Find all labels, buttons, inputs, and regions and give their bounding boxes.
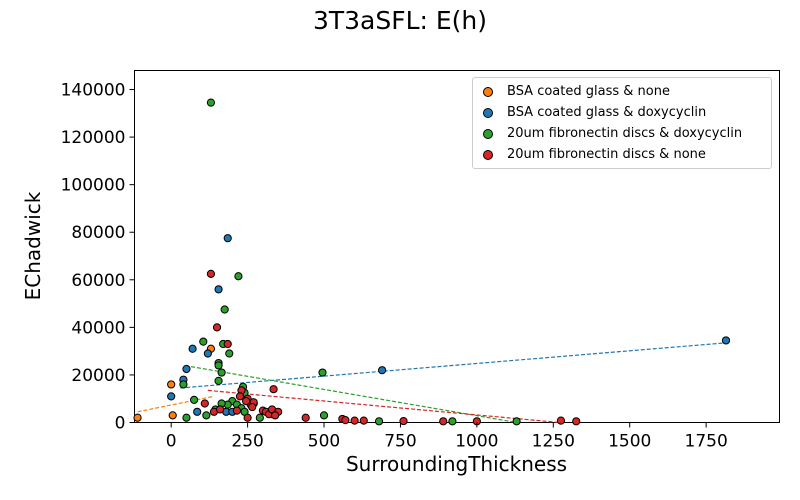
fit-lines — [137, 342, 727, 424]
y-axis-ticks: 0 20000 40000 60000 80000 100000 120000 140000 — [61, 81, 135, 434]
data-point-series-1 — [203, 349, 212, 358]
data-point-series-2 — [318, 368, 327, 377]
y-tick-label: 60000 — [71, 271, 125, 291]
x-tick-label: 1750 — [685, 432, 728, 452]
data-point-series-2 — [512, 417, 521, 426]
legend-item: BSA coated glass & doxycyclin — [483, 102, 763, 123]
legend-marker — [483, 128, 493, 139]
data-point-series-2 — [190, 395, 199, 405]
legend-item: 20um fibronectin discs & doxycyclin — [483, 123, 763, 144]
data-point-series-2 — [199, 337, 208, 346]
data-point-series-1 — [214, 285, 223, 294]
data-point-series-3 — [350, 416, 359, 425]
data-point-series-2 — [374, 417, 384, 426]
data-point-series-1 — [193, 407, 202, 416]
data-point-series-3 — [359, 416, 368, 425]
data-point-series-2 — [225, 349, 234, 358]
data-point-series-2 — [182, 413, 191, 422]
y-tick-label: 140000 — [61, 81, 126, 101]
data-point-series-3 — [232, 406, 242, 415]
x-tick-label: 0 — [166, 432, 177, 452]
data-point-series-3 — [235, 392, 245, 401]
data-point-series-0 — [133, 413, 142, 422]
x-axis-ticks: 0 250 500 750 1000 1250 1500 1750 — [166, 422, 728, 452]
data-points — [133, 98, 731, 426]
fit-line-series-0 — [137, 395, 215, 413]
data-point-series-1 — [188, 344, 197, 353]
data-point-series-3 — [223, 339, 232, 349]
y-tick-label: 40000 — [71, 318, 125, 338]
legend-label: 20um fibronectin discs & none — [507, 147, 706, 162]
legend-label: BSA coated glass & none — [507, 84, 670, 99]
data-point-series-1 — [721, 336, 731, 345]
data-point-series-3 — [200, 399, 209, 408]
data-point-series-2 — [214, 376, 223, 385]
y-tick-label: 20000 — [71, 366, 125, 386]
data-point-series-2 — [448, 417, 457, 426]
y-tick-label: 120000 — [61, 128, 126, 148]
legend-item: BSA coated glass & none — [483, 81, 763, 102]
data-point-series-3 — [399, 416, 408, 426]
data-point-series-2 — [214, 361, 223, 370]
x-tick-label: 750 — [384, 432, 416, 452]
y-tick-label: 100000 — [61, 176, 126, 196]
x-axis-label: SurroundingThickness — [345, 452, 568, 476]
legend-marker — [483, 107, 493, 118]
data-point-series-1 — [223, 234, 232, 243]
x-tick-label: 1000 — [455, 432, 498, 452]
data-point-series-1 — [167, 392, 176, 401]
chart-title: 3T3aSFL: E(h) — [312, 6, 488, 35]
data-point-series-2 — [217, 368, 226, 377]
y-tick-label: 80000 — [71, 223, 125, 243]
data-point-series-3 — [271, 411, 280, 420]
data-point-series-3 — [301, 413, 310, 422]
data-point-series-3 — [212, 323, 222, 332]
data-point-series-3 — [572, 417, 581, 426]
y-tick-label: 0 — [115, 414, 126, 434]
legend-marker — [483, 86, 493, 97]
data-point-series-2 — [206, 98, 216, 107]
data-point-series-3 — [341, 416, 350, 425]
data-point-series-2 — [202, 411, 211, 420]
data-point-series-0 — [168, 411, 177, 420]
data-point-series-2 — [319, 411, 329, 420]
data-point-series-1 — [378, 366, 387, 375]
data-point-series-1 — [182, 364, 191, 374]
data-point-series-2 — [234, 272, 243, 281]
data-point-series-2 — [179, 380, 188, 389]
fit-line-series-3 — [207, 389, 560, 424]
data-point-series-3 — [206, 269, 216, 278]
data-point-series-3 — [241, 396, 251, 406]
data-point-series-2 — [255, 413, 264, 422]
x-tick-label: 500 — [308, 432, 340, 452]
legend-label: 20um fibronectin discs & doxycyclin — [507, 126, 743, 141]
data-point-series-3 — [556, 416, 566, 425]
legend-item: 20um fibronectin discs & none — [483, 144, 763, 165]
legend-marker — [483, 149, 493, 160]
data-point-series-3 — [248, 402, 257, 412]
x-tick-label: 1500 — [608, 432, 651, 452]
legend-label: BSA coated glass & doxycyclin — [507, 105, 707, 120]
x-tick-label: 1250 — [532, 432, 575, 452]
y-axis-label: EChadwick — [21, 191, 45, 301]
legend: BSA coated glass & none BSA coated glass … — [472, 77, 772, 169]
data-point-series-2 — [220, 305, 229, 314]
data-point-series-0 — [167, 380, 176, 389]
data-point-series-3 — [215, 405, 225, 414]
data-point-series-3 — [243, 413, 252, 422]
x-tick-label: 250 — [231, 432, 263, 452]
fit-line-series-2 — [190, 366, 517, 424]
data-point-series-3 — [439, 417, 448, 426]
data-point-series-3 — [269, 385, 278, 394]
